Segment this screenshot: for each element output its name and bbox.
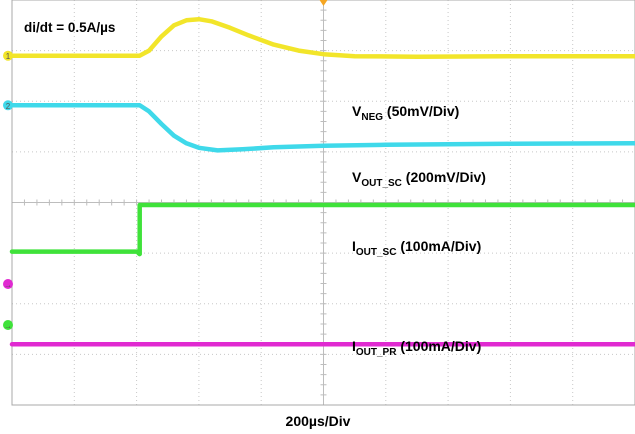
trace-label-2: VOUT_SC (200mV/Div) [352, 169, 486, 189]
svg-text:2: 2 [6, 102, 11, 111]
trigger-marker [319, 0, 328, 6]
traces [9, 16, 635, 347]
x-axis-label: 200µs/Div [286, 413, 351, 429]
series-line-2 [9, 103, 635, 153]
channel-marker-3: → [3, 279, 13, 290]
channel-marker-4: → [3, 320, 13, 331]
channel-marker-2: 2 [3, 100, 13, 111]
plot-border [11, 0, 635, 406]
svg-text:1: 1 [6, 52, 11, 61]
trace-label-1: VNEG (50mV/Div) [352, 103, 459, 123]
trace-label-3: IOUT_SC (100mA/Div) [352, 238, 481, 258]
annotation-didt: di/dt = 0.5A/µs [24, 20, 115, 35]
channel-markers: 1 2 → → [3, 50, 13, 331]
svg-text:→: → [4, 322, 12, 331]
svg-text:→: → [4, 281, 12, 290]
trace-labels: VNEG (50mV/Div) VOUT_SC (200mV/Div) IOUT_S… [352, 103, 486, 358]
series-line-1 [9, 16, 635, 59]
trace-label-4: IOUT_PR (100mA/Div) [352, 338, 481, 358]
channel-marker-1: 1 [3, 50, 13, 61]
series-line-3 [9, 202, 635, 257]
